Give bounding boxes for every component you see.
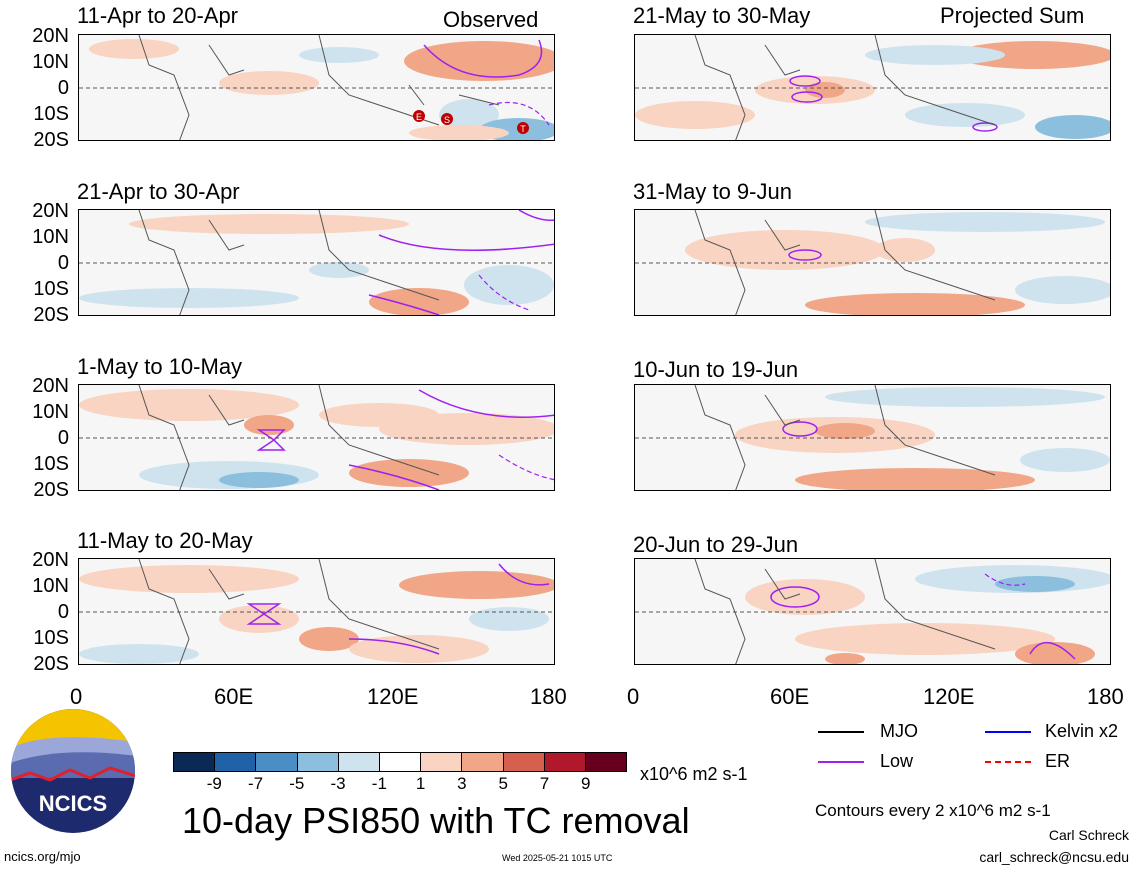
map-plot xyxy=(78,209,555,316)
legend-label: ER xyxy=(1045,751,1071,771)
main-title: 10-day PSI850 with TC removal xyxy=(182,800,690,841)
colorbar-tick-label: 9 xyxy=(580,774,591,793)
map-plot xyxy=(634,34,1111,141)
panel-tag: Projected Sum xyxy=(940,3,1085,28)
panel-title: 21-May to 30-May xyxy=(633,3,811,28)
colorbar-tick-label: 3 xyxy=(457,774,467,793)
lat-label: 20S xyxy=(33,479,69,501)
lat-label: 10S xyxy=(33,278,69,300)
footer-url[interactable]: ncics.org/mjo xyxy=(4,849,81,864)
lat-label: 20N xyxy=(32,375,69,397)
colorbar-tick-label: 5 xyxy=(498,774,508,793)
legend-label: MJO xyxy=(880,721,918,741)
lon-label: 60E xyxy=(214,684,254,709)
panel-title: 21-Apr to 30-Apr xyxy=(77,179,240,204)
colorbar-swatch xyxy=(378,753,421,771)
panel-title: 31-May to 9-Jun xyxy=(633,179,792,204)
lon-label: 120E xyxy=(923,684,975,709)
colorbar-tick-label: -3 xyxy=(330,774,346,793)
panel-title: 20-Jun to 29-Jun xyxy=(633,532,799,557)
panel-title: 11-Apr to 20-Apr xyxy=(77,3,239,28)
colorbar-swatch xyxy=(584,753,627,771)
colorbar-tick-label: 7 xyxy=(539,774,550,793)
map-plot xyxy=(78,558,555,665)
lon-label: 180 xyxy=(530,684,567,709)
lat-label: 20S xyxy=(33,653,69,675)
lat-label: 10S xyxy=(33,453,69,475)
colorbar-ticks: -9 -7 -5 -3 -1 1 3 5 7 9 xyxy=(173,774,627,794)
lat-label: 0 xyxy=(57,77,69,99)
colorbar-units: x10^6 m2 s-1 xyxy=(640,764,748,784)
map-plot: E S T xyxy=(78,34,555,141)
map-plot xyxy=(78,384,555,491)
colorbar-tick-label: -9 xyxy=(206,774,222,793)
colorbar-swatch xyxy=(214,753,256,771)
lat-label: 20N xyxy=(32,200,69,222)
legend-swatch-mjo xyxy=(818,731,864,733)
lat-label: 20N xyxy=(32,25,69,47)
legend-swatch-low xyxy=(818,761,864,763)
colorbar-swatch xyxy=(174,753,215,771)
footer-email[interactable]: carl_schreck@ncsu.edu xyxy=(979,849,1129,865)
colorbar-tick-label: -1 xyxy=(371,774,387,793)
colorbar-swatch xyxy=(296,753,338,771)
lat-label: 10N xyxy=(32,575,69,597)
lat-label: 10S xyxy=(33,103,69,125)
colorbar-swatch xyxy=(255,753,297,771)
ncics-logo: NCICS xyxy=(10,708,136,834)
panel-tag: Observed xyxy=(443,7,539,32)
svg-text:S: S xyxy=(444,115,450,125)
lon-label: 180 xyxy=(1087,684,1124,709)
lat-label: 20S xyxy=(33,304,69,326)
legend-swatch-kelvin xyxy=(985,731,1031,733)
panel-title: 1-May to 10-May xyxy=(77,354,243,379)
lat-label: 10N xyxy=(32,226,69,248)
colorbar-swatch xyxy=(420,753,462,771)
lat-label: 0 xyxy=(57,601,69,623)
colorbar-swatch xyxy=(461,753,503,771)
svg-text:T: T xyxy=(520,124,526,134)
panel-title: 11-May to 20-May xyxy=(77,528,253,553)
lat-label: 0 xyxy=(57,252,69,274)
footer-timestamp: Wed 2025-05-21 1015 UTC xyxy=(502,853,613,863)
lat-label: 20S xyxy=(33,129,69,151)
colorbar xyxy=(173,752,627,772)
lat-label: 0 xyxy=(57,427,69,449)
lat-label: 20N xyxy=(32,549,69,571)
svg-text:E: E xyxy=(416,112,422,122)
colorbar-swatch xyxy=(543,753,585,771)
lon-label: 120E xyxy=(367,684,419,709)
legend-swatch-er xyxy=(985,761,1031,763)
contour-note: Contours every 2 x10^6 m2 s-1 xyxy=(815,801,1051,820)
colorbar-tick-label: -7 xyxy=(247,774,264,793)
lon-label: 0 xyxy=(627,684,640,709)
colorbar-swatch xyxy=(337,753,379,771)
lat-label: 10N xyxy=(32,401,69,423)
lat-label: 10N xyxy=(32,51,69,73)
lon-label: 0 xyxy=(70,684,83,709)
logo-text: NCICS xyxy=(39,791,107,816)
lat-label: 10S xyxy=(33,627,69,649)
colorbar-tick-label: -5 xyxy=(289,774,305,793)
map-plot xyxy=(634,558,1111,665)
colorbar-swatch xyxy=(502,753,544,771)
lon-label: 60E xyxy=(770,684,810,709)
legend-label: Kelvin x2 xyxy=(1045,721,1119,741)
legend-label: Low xyxy=(880,751,914,771)
map-plot xyxy=(634,209,1111,316)
footer-author: Carl Schreck xyxy=(1048,827,1129,843)
map-plot xyxy=(634,384,1111,491)
panel-title: 10-Jun to 19-Jun xyxy=(633,357,799,382)
colorbar-tick-label: 1 xyxy=(415,774,426,793)
